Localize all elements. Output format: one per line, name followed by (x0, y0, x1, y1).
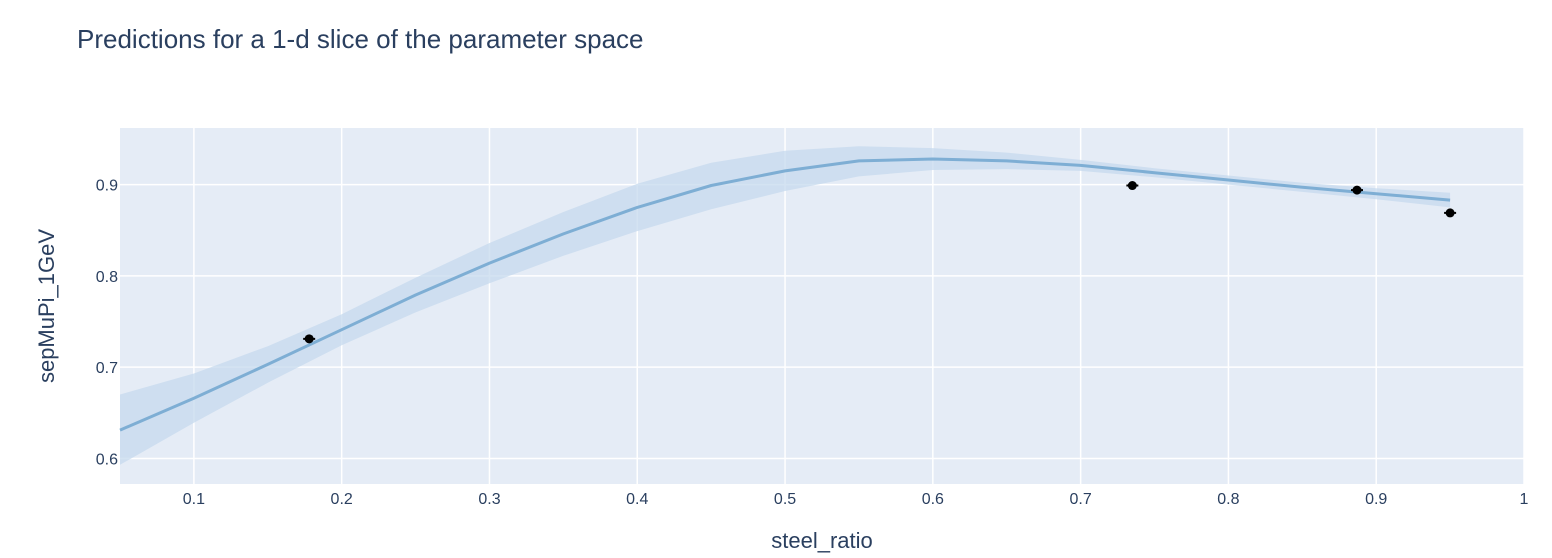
y-axis-title: sepMuPi_1GeV (34, 229, 59, 383)
x-tick-label: 0.7 (1070, 491, 1092, 508)
y-axis-ticks: 0.6 0.7 0.8 0.9 (96, 178, 118, 469)
x-tick-label: 0.5 (774, 491, 796, 508)
x-axis-title: steel_ratio (771, 528, 873, 553)
x-tick-label: 0.2 (331, 491, 353, 508)
observation-point (1126, 181, 1139, 191)
x-tick-label: 0.1 (183, 491, 205, 508)
x-axis-ticks: 0.1 0.2 0.3 0.4 0.5 0.6 0.7 0.8 0.9 1 (183, 491, 1529, 508)
observation-points-group (303, 181, 1457, 344)
chart-title: Predictions for a 1-d slice of the param… (77, 24, 644, 54)
observation-point (1350, 185, 1363, 195)
x-tick-label: 0.3 (478, 491, 500, 508)
x-tick-label: 0.4 (626, 491, 648, 508)
x-tick-label: 0.6 (922, 491, 944, 508)
mean-line (119, 157, 1451, 432)
y-tick-label: 0.9 (96, 178, 118, 195)
x-tick-label: 0.8 (1217, 491, 1239, 508)
observation-point (1444, 208, 1457, 218)
x-tick-label: 1 (1520, 491, 1529, 508)
mean-line-group (119, 157, 1451, 432)
confidence-band-group (120, 146, 1451, 465)
confidence-band (120, 146, 1451, 465)
observation-point (303, 334, 316, 344)
x-tick-label: 0.9 (1365, 491, 1387, 508)
y-tick-label: 0.6 (96, 451, 118, 468)
y-tick-label: 0.8 (96, 269, 118, 286)
y-tick-label: 0.7 (96, 360, 118, 377)
